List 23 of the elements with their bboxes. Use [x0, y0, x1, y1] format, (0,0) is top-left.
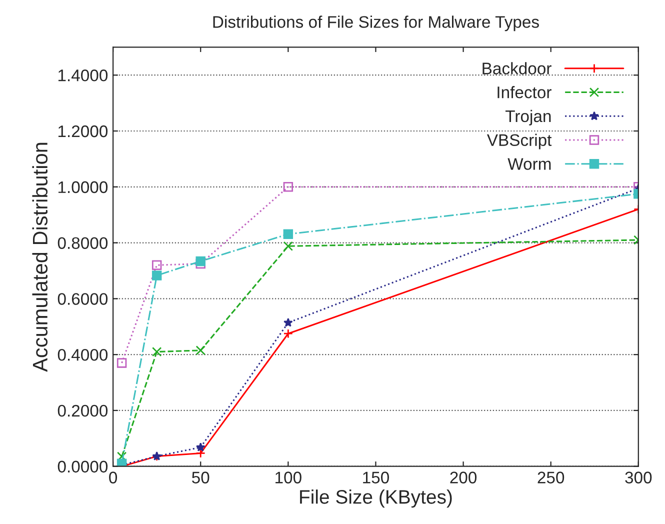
y-tick-label: 0.8000 — [58, 237, 108, 249]
y-tick-label: 0.0000 — [58, 460, 108, 473]
x-tick-label: 0 — [109, 472, 118, 484]
x-tick-label: 150 — [363, 472, 389, 484]
x-tick-label: 200 — [450, 472, 477, 484]
y-axis-title: Accumulated Distribution — [32, 142, 48, 372]
x-tick-label: 50 — [192, 472, 210, 484]
chart-title: Distributions of File Sizes for Malware Types — [213, 16, 539, 32]
legend-label: Worm — [508, 158, 551, 170]
y-tick-label: 1.4000 — [58, 70, 108, 82]
legend-label: Backdoor — [482, 62, 552, 74]
y-tick-label: 1.0000 — [58, 181, 108, 194]
legend-label: Infector — [498, 86, 552, 98]
legend-label: VBScript — [486, 134, 552, 150]
x-axis-title: File Size (KBytes) — [300, 490, 452, 508]
y-tick-label: 0.6000 — [58, 293, 108, 305]
y-tick-label: 0.2000 — [58, 404, 108, 417]
y-tick-label: 0.4000 — [58, 348, 108, 361]
y-tick-label: 1.2000 — [58, 125, 108, 138]
x-tick-label: 300 — [625, 472, 652, 484]
x-tick-label: 100 — [276, 472, 302, 484]
x-tick-label: 250 — [538, 472, 564, 484]
legend-label: Trojan — [505, 110, 551, 126]
